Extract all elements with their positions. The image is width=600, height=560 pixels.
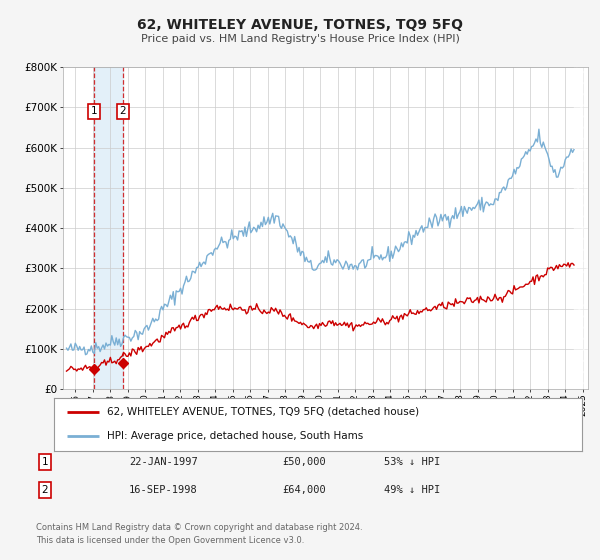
Text: £50,000: £50,000: [282, 457, 326, 467]
Text: Contains HM Land Registry data © Crown copyright and database right 2024.: Contains HM Land Registry data © Crown c…: [36, 523, 362, 532]
Bar: [574, 67, 588, 389]
Text: 2: 2: [119, 106, 126, 116]
Text: 62, WHITELEY AVENUE, TOTNES, TQ9 5FQ (detached house): 62, WHITELEY AVENUE, TOTNES, TQ9 5FQ (de…: [107, 407, 419, 417]
Text: Price paid vs. HM Land Registry's House Price Index (HPI): Price paid vs. HM Land Registry's House …: [140, 34, 460, 44]
Text: This data is licensed under the Open Government Licence v3.0.: This data is licensed under the Open Gov…: [36, 536, 304, 545]
Text: 16-SEP-1998: 16-SEP-1998: [129, 485, 198, 495]
Text: 1: 1: [91, 106, 97, 116]
Text: 2: 2: [41, 485, 49, 495]
Text: 1: 1: [41, 457, 49, 467]
Text: £64,000: £64,000: [282, 485, 326, 495]
Text: 62, WHITELEY AVENUE, TOTNES, TQ9 5FQ: 62, WHITELEY AVENUE, TOTNES, TQ9 5FQ: [137, 18, 463, 32]
Text: 49% ↓ HPI: 49% ↓ HPI: [384, 485, 440, 495]
Text: 22-JAN-1997: 22-JAN-1997: [129, 457, 198, 467]
Text: 53% ↓ HPI: 53% ↓ HPI: [384, 457, 440, 467]
Text: HPI: Average price, detached house, South Hams: HPI: Average price, detached house, Sout…: [107, 431, 363, 441]
Bar: [94, 67, 123, 389]
